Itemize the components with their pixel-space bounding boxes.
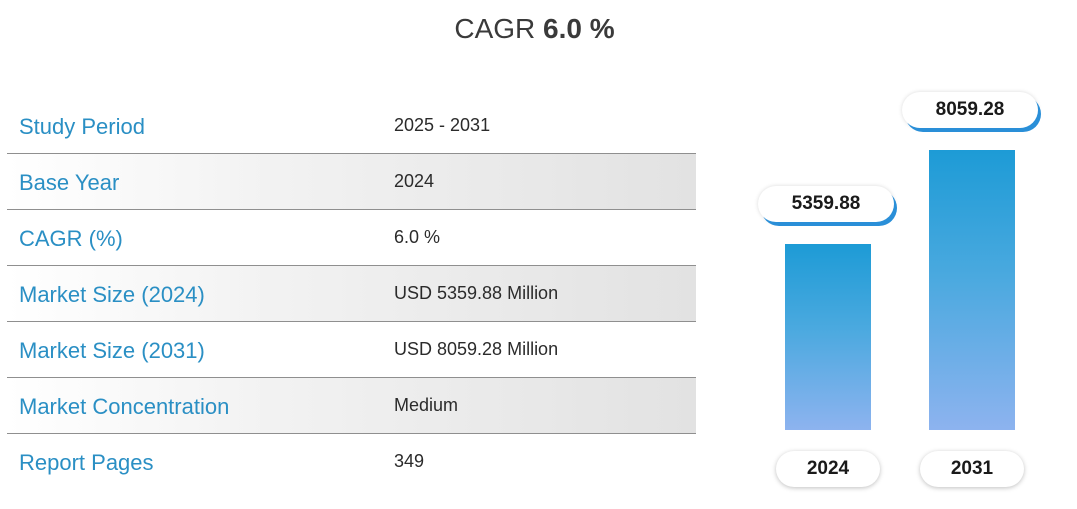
row-label-cagr: CAGR (%) (19, 226, 123, 251)
table-row: Report Pages 349 (7, 434, 696, 490)
bar-2031 (929, 150, 1015, 430)
row-value-report-pages: 349 (394, 451, 425, 471)
row-label-study-period: Study Period (19, 114, 145, 139)
row-label-market-size-2031: Market Size (2031) (19, 338, 205, 363)
market-stats-table: Study Period 2025 - 2031 Base Year 2024 … (7, 98, 696, 490)
row-value-market-concentration: Medium (394, 395, 459, 415)
cagr-label: CAGR (454, 13, 536, 44)
row-label-market-concentration: Market Concentration (19, 394, 230, 419)
table-row: Market Concentration Medium (7, 378, 696, 434)
table-row: CAGR (%) 6.0 % (7, 210, 696, 266)
cagr-value: 6.0 % (543, 13, 615, 44)
row-value-market-size-2031: USD 8059.28 Million (394, 339, 559, 359)
data-label-2031: 8059.28 (902, 92, 1038, 128)
table-row: Market Size (2024) USD 5359.88 Million (7, 266, 696, 322)
market-size-bar-chart: 5359.88 2024 8059.28 2031 (740, 80, 1070, 505)
bar-2024 (785, 244, 871, 430)
row-label-market-size-2024: Market Size (2024) (19, 282, 205, 307)
row-value-study-period: 2025 - 2031 (394, 115, 491, 135)
table-row: Base Year 2024 (7, 154, 696, 210)
table-row: Market Size (2031) USD 8059.28 Million (7, 322, 696, 378)
category-label-2024: 2024 (776, 451, 880, 487)
row-value-base-year: 2024 (394, 171, 435, 191)
row-label-report-pages: Report Pages (19, 450, 154, 475)
data-label-2024: 5359.88 (758, 186, 894, 222)
cagr-title: CAGR 6.0 % (0, 13, 1069, 45)
category-label-2031: 2031 (920, 451, 1024, 487)
row-label-base-year: Base Year (19, 170, 120, 195)
row-value-cagr: 6.0 % (394, 227, 441, 247)
row-value-market-size-2024: USD 5359.88 Million (394, 283, 559, 303)
table-row: Study Period 2025 - 2031 (7, 98, 696, 154)
